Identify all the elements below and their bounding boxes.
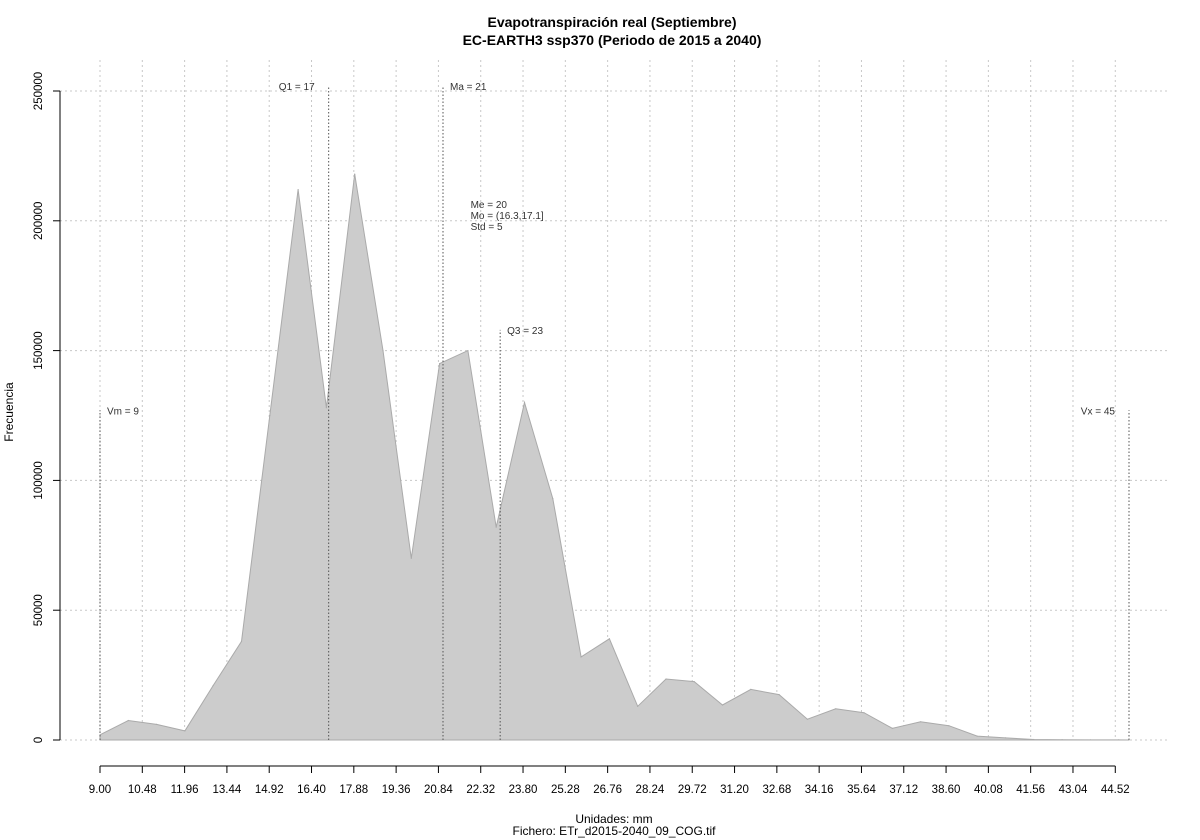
grid-lines	[60, 60, 1170, 741]
marker-label-3: Q3 = 23	[507, 326, 543, 337]
data-point-26	[835, 708, 837, 710]
x-tick-label-12: 26.76	[593, 784, 622, 796]
area-fill	[99, 174, 1130, 741]
data-point-11	[410, 557, 412, 559]
area-series	[99, 173, 1130, 741]
chart-subtitle: EC-EARTH3 ssp370 (Periodo de 2015 a 2040…	[463, 32, 762, 48]
x-tick-label-10: 23.80	[509, 784, 538, 796]
x-tick-label-22: 41.56	[1016, 784, 1045, 796]
axes: 0 50000 100000 150000 200000 250000 9.00 10.48 1…	[33, 72, 1130, 796]
x-tick-label-24: 44.52	[1101, 784, 1130, 796]
data-point-20	[665, 678, 667, 680]
x-tick-label-15: 31.20	[720, 784, 749, 796]
data-point-24	[778, 694, 780, 696]
data-point-2	[156, 723, 158, 726]
data-point-16	[552, 498, 554, 500]
stat-median: Me = 20	[471, 200, 508, 211]
x-tick-label-6: 17.88	[339, 784, 368, 796]
data-point-5	[240, 640, 243, 643]
marker-label-1: Q1 = 17	[279, 82, 315, 93]
stats-annotation: Me = 20 Mo = (16.3,17.1] Std = 5	[471, 200, 544, 233]
stat-std: Std = 5	[471, 222, 503, 233]
y-tick-label-3: 150000	[33, 331, 45, 369]
x-tick-label-9: 22.32	[466, 784, 495, 796]
data-point-27	[863, 712, 865, 714]
data-point-28	[891, 727, 893, 729]
data-point-1	[127, 719, 129, 722]
x-tick-label-20: 38.60	[932, 784, 961, 796]
data-point-33	[1033, 738, 1035, 741]
y-tick-label-0: 0	[33, 737, 45, 743]
marker-lines: Vm = 9 Q1 = 17 Ma = 21 Q3 = 23 Vx = 45	[99, 82, 1130, 740]
data-point-18	[608, 638, 611, 640]
x-tick-label-16: 32.68	[762, 784, 791, 796]
y-tick-label-4: 200000	[33, 202, 45, 240]
x-tick-label-23: 43.04	[1059, 784, 1088, 796]
data-point-10	[382, 350, 384, 352]
marker-label-0: Vm = 9	[107, 406, 139, 417]
x-tick-label-5: 16.40	[297, 784, 326, 796]
data-point-32	[1004, 737, 1007, 739]
data-point-19	[637, 705, 639, 707]
data-point-6	[269, 414, 271, 417]
x-tick-label-7: 19.36	[382, 784, 411, 796]
x-tick-label-21: 40.08	[974, 784, 1003, 796]
marker-label-4: Vx = 45	[1081, 406, 1116, 417]
data-point-17	[580, 656, 582, 658]
x-tick-label-18: 35.64	[847, 784, 876, 796]
data-point-22	[721, 704, 724, 706]
x-tick-label-17: 34.16	[805, 784, 834, 796]
x-tick-label-2: 11.96	[171, 784, 199, 796]
data-point-29	[920, 721, 922, 723]
x-tick-label-1: 10.48	[128, 784, 157, 796]
x-tick-label-4: 14.92	[255, 784, 284, 796]
chart-title: Evapotranspiración real (Septiembre)	[488, 14, 737, 30]
x-tick-label-19: 37.12	[889, 784, 918, 796]
y-axis-label: Frecuencia	[2, 382, 16, 442]
x-tick-label-14: 29.72	[678, 784, 707, 796]
data-point-12	[439, 363, 441, 365]
x-tick-label-3: 13.44	[213, 784, 242, 796]
data-point-25	[806, 718, 809, 720]
data-point-31	[976, 735, 978, 737]
data-point-21	[693, 681, 695, 683]
x-axis-label: Unidades: mm	[575, 812, 652, 826]
data-point-23	[750, 688, 752, 691]
data-point-35	[1089, 739, 1091, 741]
data-point-13	[467, 350, 469, 352]
data-point-30	[948, 725, 950, 727]
data-point-7	[297, 189, 299, 191]
file-label: Fichero: ETr_d2015-2040_09_COG.tif	[513, 824, 717, 838]
y-tick-label-1: 50000	[33, 594, 45, 626]
data-point-15	[523, 401, 526, 404]
data-point-3	[184, 730, 186, 732]
data-point-36	[1118, 739, 1120, 741]
data-point-34	[1061, 739, 1063, 741]
x-tick-label-8: 20.84	[424, 784, 453, 796]
x-tick-label-13: 28.24	[636, 784, 665, 796]
data-point-4	[212, 684, 214, 687]
data-point-9	[354, 173, 356, 175]
data-point-14	[495, 526, 497, 528]
y-tick-label-2: 100000	[33, 461, 45, 499]
y-tick-label-5: 250000	[33, 72, 45, 110]
x-tick-label-0: 9.00	[89, 784, 111, 796]
marker-label-2: Ma = 21	[450, 82, 487, 93]
x-tick-label-11: 25.28	[551, 784, 580, 796]
data-point-8	[325, 407, 327, 409]
stat-mode: Mo = (16.3,17.1]	[471, 211, 544, 222]
